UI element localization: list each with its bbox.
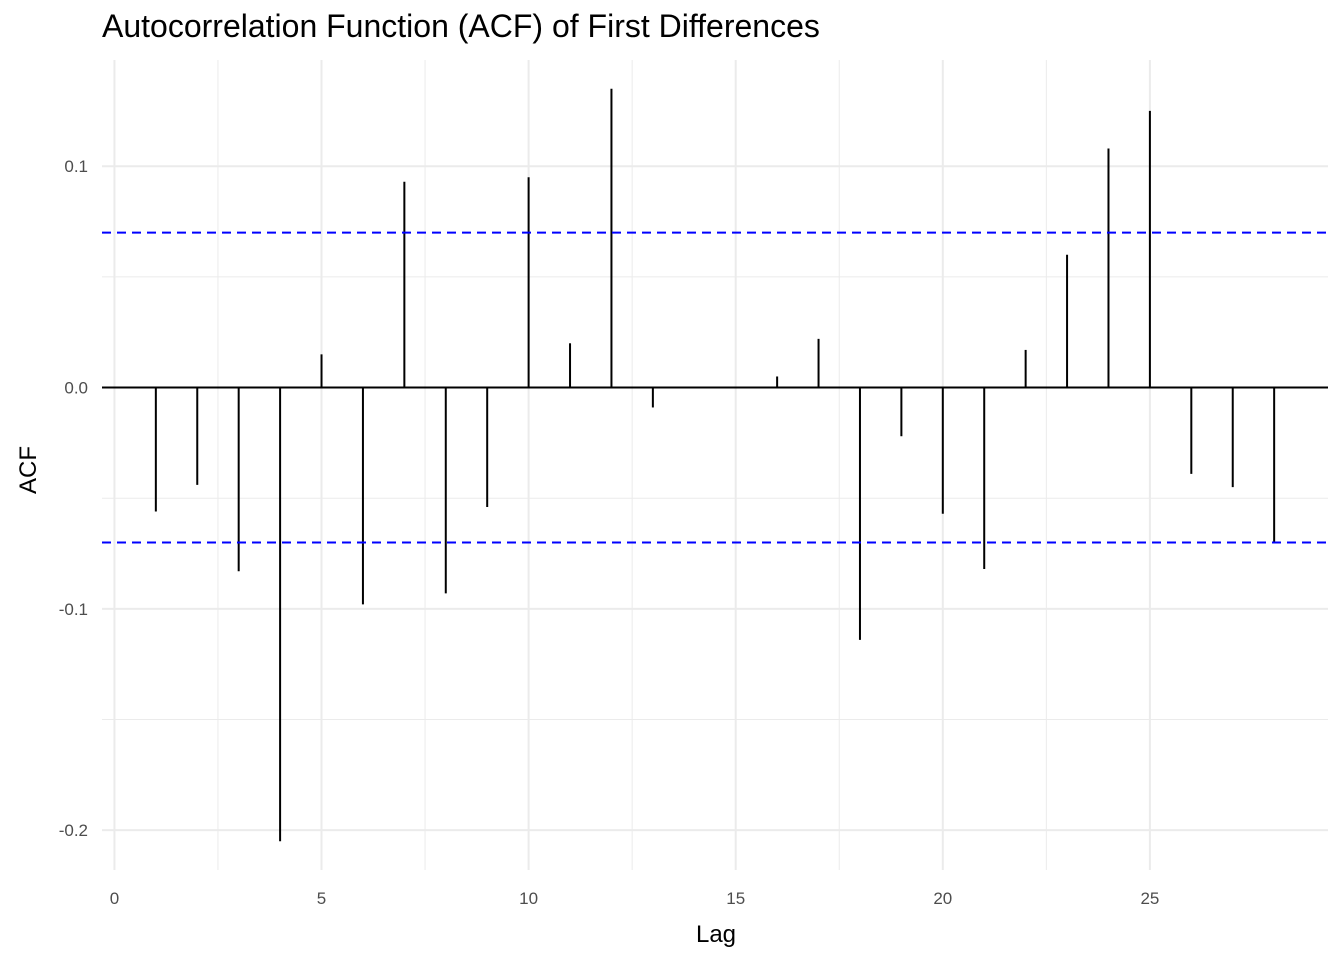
x-tick-label: 25	[1140, 889, 1159, 908]
y-axis-ticks: -0.2 -0.1 0.0 0.1	[59, 157, 88, 840]
y-tick-label: 0.0	[64, 379, 88, 398]
x-tick-label: 10	[519, 889, 538, 908]
x-tick-label: 5	[317, 889, 326, 908]
y-tick-label: 0.1	[64, 157, 88, 176]
y-tick-label: -0.2	[59, 821, 88, 840]
confidence-bounds	[102, 231, 1328, 544]
grid-lines	[102, 60, 1328, 870]
x-tick-label: 15	[726, 889, 745, 908]
y-axis-title: ACF	[15, 446, 42, 494]
x-axis-ticks: 0 5 10 15 20 25	[110, 889, 1160, 908]
y-tick-label: -0.1	[59, 600, 88, 619]
x-axis-title: Lag	[696, 921, 736, 948]
acf-bars	[154, 88, 1276, 842]
chart-title: Autocorrelation Function (ACF) of First …	[102, 8, 820, 44]
x-tick-label: 20	[933, 889, 952, 908]
x-tick-label: 0	[110, 889, 119, 908]
